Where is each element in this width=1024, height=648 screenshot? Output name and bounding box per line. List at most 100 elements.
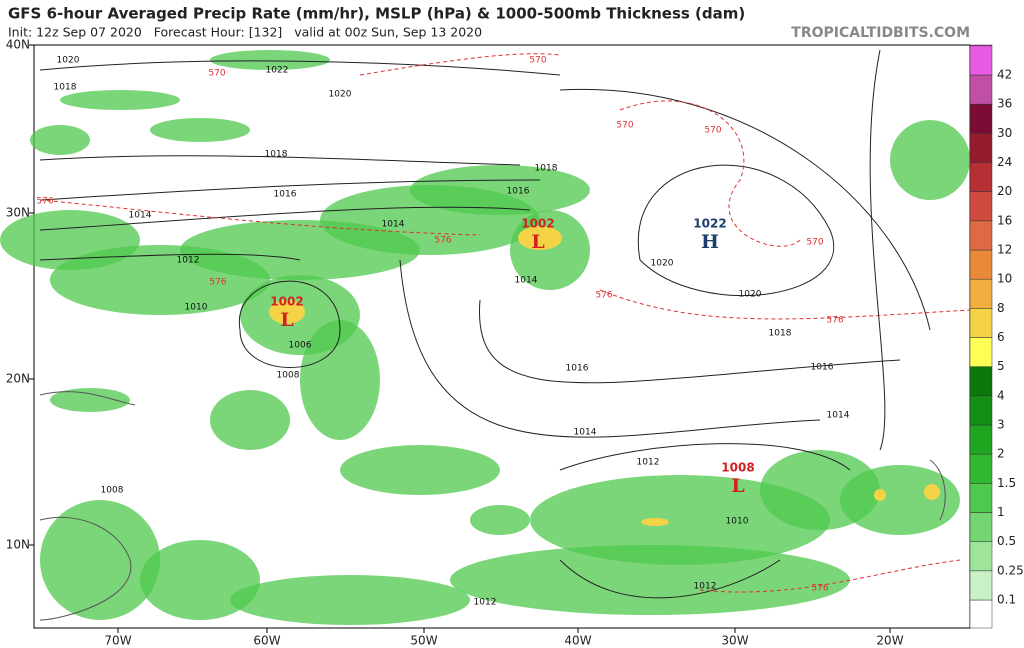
isobar-label: 1012 bbox=[637, 458, 660, 468]
colorbar-segment bbox=[969, 45, 993, 76]
precip-area bbox=[60, 90, 180, 110]
lat-label: 20N bbox=[6, 372, 30, 386]
isobar-label: 1020 bbox=[651, 259, 674, 269]
colorbar-label: 6 bbox=[997, 330, 1005, 344]
coastline bbox=[929, 459, 946, 521]
isobar bbox=[637, 164, 834, 296]
colorbar-segment bbox=[969, 337, 993, 367]
colorbar-label: 10 bbox=[997, 272, 1012, 286]
colorbar-segment bbox=[969, 512, 993, 542]
isobar-label: 1016 bbox=[507, 187, 530, 197]
isobar-label: 1016 bbox=[811, 363, 834, 373]
colorbar-segment bbox=[969, 395, 993, 426]
colorbar-label: 0.1 bbox=[997, 593, 1016, 607]
isobar-label: 1014 bbox=[827, 411, 850, 421]
colorbar-label: 5 bbox=[997, 359, 1005, 373]
colorbar-label: 1 bbox=[997, 505, 1005, 519]
colorbar-segment bbox=[969, 249, 993, 280]
isobar-label: 1014 bbox=[515, 276, 538, 286]
precip-area bbox=[300, 320, 380, 440]
isobar bbox=[478, 299, 901, 384]
isobar-label: 1014 bbox=[129, 211, 152, 221]
isobar-label: 1020 bbox=[57, 56, 80, 66]
colorbar-label: 16 bbox=[997, 213, 1012, 227]
precip-area bbox=[890, 120, 970, 200]
precip-area bbox=[30, 125, 90, 155]
precip-area bbox=[530, 475, 830, 565]
colorbar-segment bbox=[969, 599, 993, 629]
pressure-value: 1002 bbox=[521, 217, 554, 231]
colorbar-label: 42 bbox=[997, 68, 1012, 82]
precip-area bbox=[410, 165, 590, 215]
precip-area bbox=[210, 50, 330, 70]
isobar-label: 1020 bbox=[329, 90, 352, 100]
isobar bbox=[559, 443, 851, 471]
thickness-label: 570 bbox=[616, 121, 633, 131]
isobar-label: 1008 bbox=[277, 371, 300, 381]
colorbar-label: 30 bbox=[997, 126, 1012, 140]
precip-area bbox=[470, 505, 530, 535]
isobar-label: 1010 bbox=[726, 517, 749, 527]
colorbar-label: 0.25 bbox=[997, 563, 1024, 577]
colorbar-segment bbox=[969, 220, 993, 251]
isobar bbox=[39, 253, 301, 261]
thickness-label: 570 bbox=[704, 126, 721, 136]
colorbar-segment bbox=[969, 366, 993, 397]
colorbar-label: 2 bbox=[997, 447, 1005, 461]
thickness-line bbox=[599, 289, 971, 320]
colorbar-label: 20 bbox=[997, 184, 1012, 198]
isobar-label: 1014 bbox=[574, 428, 597, 438]
isobar-label: 1022 bbox=[266, 66, 289, 76]
colorbar-segment bbox=[969, 278, 993, 309]
colorbar-segment bbox=[969, 44, 993, 47]
lon-label: 70W bbox=[104, 634, 131, 648]
colorbar-segment bbox=[969, 133, 993, 163]
colorbar-label: 3 bbox=[997, 418, 1005, 432]
thickness-label: 576 bbox=[36, 197, 53, 207]
colorbar-label: 24 bbox=[997, 155, 1012, 169]
thickness-label: 576 bbox=[434, 236, 451, 246]
colorbar-label: 12 bbox=[997, 243, 1012, 257]
colorbar-segment bbox=[969, 103, 993, 134]
isobar-label: 1018 bbox=[769, 329, 792, 339]
isobar-label: 1012 bbox=[694, 582, 717, 592]
heavy-precip bbox=[874, 489, 886, 501]
heavy-precip bbox=[641, 518, 669, 526]
isobar-label: 1012 bbox=[177, 256, 200, 266]
pressure-value: 1008 bbox=[721, 461, 754, 475]
isobar-label: 1008 bbox=[101, 486, 124, 496]
isobar bbox=[39, 155, 521, 166]
lon-label: 30W bbox=[721, 634, 748, 648]
source: TROPICALTIDBITS.COM bbox=[791, 25, 970, 41]
thickness-line bbox=[359, 53, 561, 76]
subtitle: Init: 12z Sep 07 2020 Forecast Hour: [13… bbox=[8, 25, 482, 40]
isobar bbox=[39, 60, 561, 76]
colorbar-segment bbox=[969, 483, 993, 513]
colorbar-segment bbox=[969, 191, 993, 222]
thickness-line bbox=[699, 559, 961, 593]
heavy-precip bbox=[518, 226, 562, 250]
pressure-letter: L bbox=[280, 309, 293, 331]
colorbar-label: 8 bbox=[997, 301, 1005, 315]
precip-area bbox=[50, 388, 130, 412]
isobar bbox=[39, 179, 541, 201]
coastline bbox=[39, 516, 132, 621]
lon-label: 50W bbox=[410, 634, 437, 648]
thickness-label: 576 bbox=[826, 316, 843, 326]
isobar-label: 1018 bbox=[535, 164, 558, 174]
colorbar-label: 1.5 bbox=[997, 476, 1016, 490]
isobar-label: 1006 bbox=[289, 341, 312, 351]
pressure-value: 1022 bbox=[693, 217, 726, 231]
precip-area bbox=[340, 445, 500, 495]
colorbar-label: 36 bbox=[997, 97, 1012, 111]
pressure-letter: L bbox=[531, 231, 544, 253]
isobar-label: 1014 bbox=[382, 220, 405, 230]
lat-label: 10N bbox=[6, 538, 30, 552]
lon-label: 20W bbox=[876, 634, 903, 648]
thickness-label: 576 bbox=[595, 291, 612, 301]
isobar-label: 1012 bbox=[474, 598, 497, 608]
isobar-label: 1016 bbox=[566, 364, 589, 374]
isobar bbox=[39, 206, 531, 231]
precip-area bbox=[450, 545, 850, 615]
